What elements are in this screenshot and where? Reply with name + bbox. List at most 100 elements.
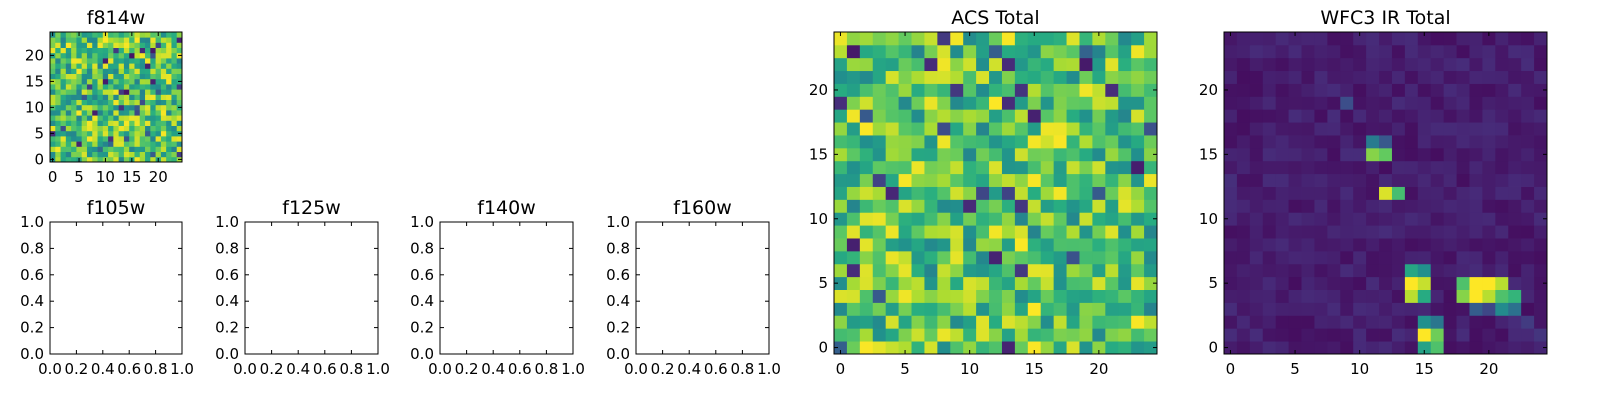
x-tick-label: 5 (74, 168, 84, 186)
heatmap-cell (989, 32, 1003, 46)
x-tick-label: 0 (48, 168, 58, 186)
heatmap-cell (1040, 263, 1055, 278)
heatmap-cell (950, 276, 964, 290)
heatmap-cell (1131, 147, 1145, 162)
heatmap-cell (976, 160, 990, 175)
heatmap-cell (1417, 70, 1432, 84)
heatmap-cell (872, 289, 887, 303)
heatmap-cell (1456, 57, 1470, 72)
heatmap-cell (1092, 212, 1106, 226)
heatmap-cell (55, 37, 61, 43)
heatmap-cell (1340, 225, 1354, 239)
heatmap-cell (155, 110, 162, 116)
heatmap-cell (1288, 109, 1302, 123)
heatmap-cell (1066, 32, 1080, 46)
heatmap-cell (1443, 212, 1457, 226)
heatmap-cell (1092, 160, 1106, 175)
heatmap-cell (50, 120, 56, 126)
heatmap-cell (1366, 44, 1380, 59)
heatmap-cell (963, 289, 977, 303)
heatmap-cell (113, 37, 120, 43)
heatmap-cell (1249, 122, 1264, 136)
heatmap-cell (139, 89, 146, 95)
heatmap-cell (1314, 199, 1328, 213)
heatmap-cell (1236, 135, 1251, 149)
heatmap-cell (1144, 135, 1158, 149)
heatmap-cell (76, 73, 83, 80)
y-tick-label: 20 (809, 81, 828, 99)
heatmap-cell (846, 250, 861, 265)
heatmap-cell (1131, 263, 1145, 278)
heatmap-cell (950, 199, 964, 213)
heatmap-cell (1314, 289, 1328, 303)
heatmap-cell (92, 37, 98, 43)
heatmap-cell (846, 186, 861, 200)
heatmap-cell (1379, 250, 1393, 265)
heatmap-cell (145, 146, 151, 152)
heatmap-cell (118, 146, 125, 152)
heatmap-cell (1508, 263, 1522, 278)
heatmap-cell (1469, 147, 1483, 162)
heatmap-cell (145, 115, 151, 121)
heatmap-cell (81, 32, 88, 38)
heatmap-cell (1275, 83, 1289, 97)
heatmap-cell (160, 47, 167, 54)
heatmap-cell (1469, 122, 1483, 136)
heatmap-cell (139, 94, 146, 100)
heatmap-cell (81, 151, 88, 158)
heatmap-cell (171, 115, 178, 121)
y-tick-label: 10 (1199, 210, 1218, 228)
heatmap-cell (1456, 186, 1470, 200)
heatmap-cell (976, 328, 990, 342)
heatmap-cell (102, 125, 109, 132)
y-tick-label: 1.0 (410, 213, 434, 231)
heatmap-cell (166, 146, 172, 152)
heatmap-cell (97, 151, 104, 158)
heatmap-cell (1508, 160, 1522, 175)
heatmap-cell (1301, 57, 1315, 72)
heatmap-cell (81, 104, 88, 111)
heatmap-cell (134, 125, 141, 132)
heatmap-cell (1443, 109, 1457, 123)
heatmap-cell (989, 160, 1003, 175)
heatmap-cell (76, 99, 83, 106)
heatmap-cell (898, 276, 912, 290)
heatmap-cell (1430, 57, 1445, 72)
heatmap-cell (176, 115, 183, 121)
panel-title: f814w (87, 7, 146, 29)
heatmap-cell (1404, 250, 1419, 265)
heatmap-cell (176, 58, 183, 64)
heatmap-cell (950, 57, 964, 72)
heatmap-cell (1379, 276, 1393, 290)
heatmap-cell (150, 120, 156, 126)
heatmap-cell (50, 151, 56, 158)
heatmap-cell (123, 73, 130, 80)
heatmap-cell (1482, 96, 1496, 110)
heatmap-cell (1027, 173, 1042, 187)
heatmap-cell (911, 302, 925, 316)
heatmap-cell (1379, 57, 1393, 72)
heatmap-cell (76, 52, 83, 59)
heatmap-cell (123, 58, 130, 64)
heatmap-cell (1079, 341, 1093, 355)
heatmap-cell (1079, 44, 1093, 59)
heatmap-cell (129, 130, 135, 137)
heatmap-cell (76, 63, 83, 69)
heatmap-cell (1027, 289, 1042, 303)
heatmap-cell (1508, 44, 1522, 59)
heatmap-cell (1066, 122, 1080, 136)
heatmap-cell (1092, 173, 1106, 187)
heatmap-cell (1079, 83, 1093, 97)
heatmap-cell (1314, 122, 1328, 136)
heatmap-cell (160, 63, 167, 69)
heatmap-cell (1001, 238, 1016, 252)
heatmap-cell (1131, 328, 1145, 342)
heatmap-cell (1404, 122, 1419, 136)
heatmap-cell (1469, 276, 1483, 290)
heatmap-cell (963, 263, 977, 278)
heatmap-cell (989, 250, 1003, 265)
heatmap-cell (1469, 57, 1483, 72)
heatmap-cell (92, 130, 98, 137)
heatmap-cell (1236, 160, 1251, 175)
